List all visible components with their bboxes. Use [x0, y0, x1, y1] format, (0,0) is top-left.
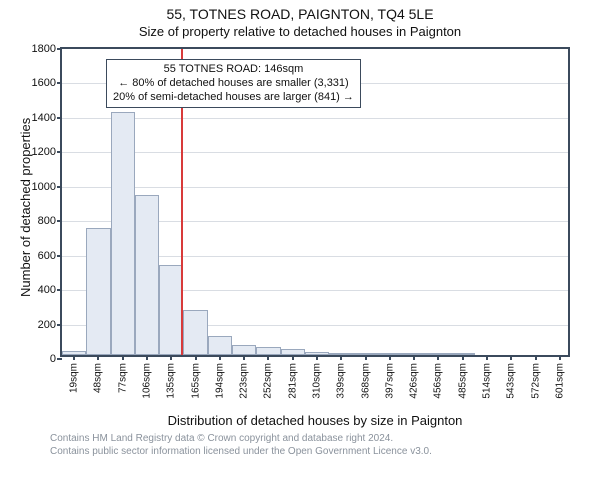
histogram-bar [111, 112, 135, 355]
x-tick-mark [292, 355, 294, 360]
x-tick-mark [389, 355, 391, 360]
x-tick-label: 223sqm [239, 363, 250, 399]
x-tick-mark [73, 355, 75, 360]
grid-line [62, 152, 568, 153]
x-tick-label: 252sqm [263, 363, 274, 399]
y-tick-label: 0 [22, 353, 56, 365]
x-tick-mark [243, 355, 245, 360]
histogram-bar [183, 310, 207, 355]
x-axis-ticks: 19sqm 48sqm 77sqm 106sqm 135sqm 165sqm 194sqm 2… [62, 355, 568, 415]
credits-line-1: Contains HM Land Registry data © Crown c… [50, 432, 600, 445]
histogram-bar [208, 336, 232, 355]
x-tick-label: 165sqm [190, 363, 201, 399]
x-tick-mark [219, 355, 221, 360]
x-tick-label: 135sqm [166, 363, 177, 399]
x-tick-label: 426sqm [409, 363, 420, 399]
annotation-line: ← 80% of detached houses are smaller (3,… [113, 77, 354, 91]
x-tick-mark [267, 355, 269, 360]
x-tick-mark [340, 355, 342, 360]
x-tick-mark [170, 355, 172, 360]
x-tick-mark [535, 355, 537, 360]
histogram-bar [232, 345, 256, 355]
x-tick-mark [462, 355, 464, 360]
x-tick-label: 514sqm [482, 363, 493, 399]
annotation-line: 20% of semi-detached houses are larger (… [113, 91, 354, 105]
y-tick-label: 1600 [22, 77, 56, 89]
page-title: 55, TOTNES ROAD, PAIGNTON, TQ4 5LE [0, 0, 600, 22]
x-tick-label: 106sqm [142, 363, 153, 399]
histogram-bar [86, 228, 110, 355]
x-tick-label: 310sqm [312, 363, 323, 399]
x-tick-mark [559, 355, 561, 360]
grid-line [62, 187, 568, 188]
credits: Contains HM Land Registry data © Crown c… [0, 428, 600, 458]
x-tick-mark [195, 355, 197, 360]
x-tick-label: 48sqm [93, 363, 104, 393]
histogram-bar [159, 265, 183, 355]
x-tick-label: 485sqm [457, 363, 468, 399]
histogram-bar [256, 347, 280, 355]
y-axis-label: Number of detached properties [18, 267, 33, 297]
annotation-line: 55 TOTNES ROAD: 146sqm [113, 63, 354, 77]
x-axis-label: Distribution of detached houses by size … [60, 413, 570, 428]
x-tick-mark [97, 355, 99, 360]
x-tick-label: 281sqm [287, 363, 298, 399]
x-tick-mark [316, 355, 318, 360]
histogram-chart: 020040060080010001200140016001800 55 TOT… [60, 47, 570, 357]
histogram-bar [135, 195, 159, 355]
credits-line-2: Contains public sector information licen… [50, 445, 600, 458]
page-subtitle: Size of property relative to detached ho… [0, 24, 600, 39]
x-tick-mark [365, 355, 367, 360]
x-tick-mark [146, 355, 148, 360]
x-tick-label: 194sqm [214, 363, 225, 399]
plot-area: 55 TOTNES ROAD: 146sqm← 80% of detached … [62, 49, 568, 355]
x-tick-label: 543sqm [506, 363, 517, 399]
x-tick-mark [437, 355, 439, 360]
x-tick-label: 456sqm [433, 363, 444, 399]
x-tick-label: 368sqm [360, 363, 371, 399]
x-tick-label: 77sqm [117, 363, 128, 393]
x-tick-label: 397sqm [384, 363, 395, 399]
x-tick-mark [486, 355, 488, 360]
x-tick-label: 572sqm [530, 363, 541, 399]
x-tick-label: 601sqm [554, 363, 565, 399]
y-tick-label: 1800 [22, 43, 56, 55]
x-tick-label: 339sqm [336, 363, 347, 399]
x-tick-mark [122, 355, 124, 360]
x-tick-label: 19sqm [69, 363, 80, 393]
y-tick-label: 200 [22, 319, 56, 331]
grid-line [62, 118, 568, 119]
x-tick-mark [510, 355, 512, 360]
property-annotation: 55 TOTNES ROAD: 146sqm← 80% of detached … [106, 59, 361, 108]
x-tick-mark [413, 355, 415, 360]
